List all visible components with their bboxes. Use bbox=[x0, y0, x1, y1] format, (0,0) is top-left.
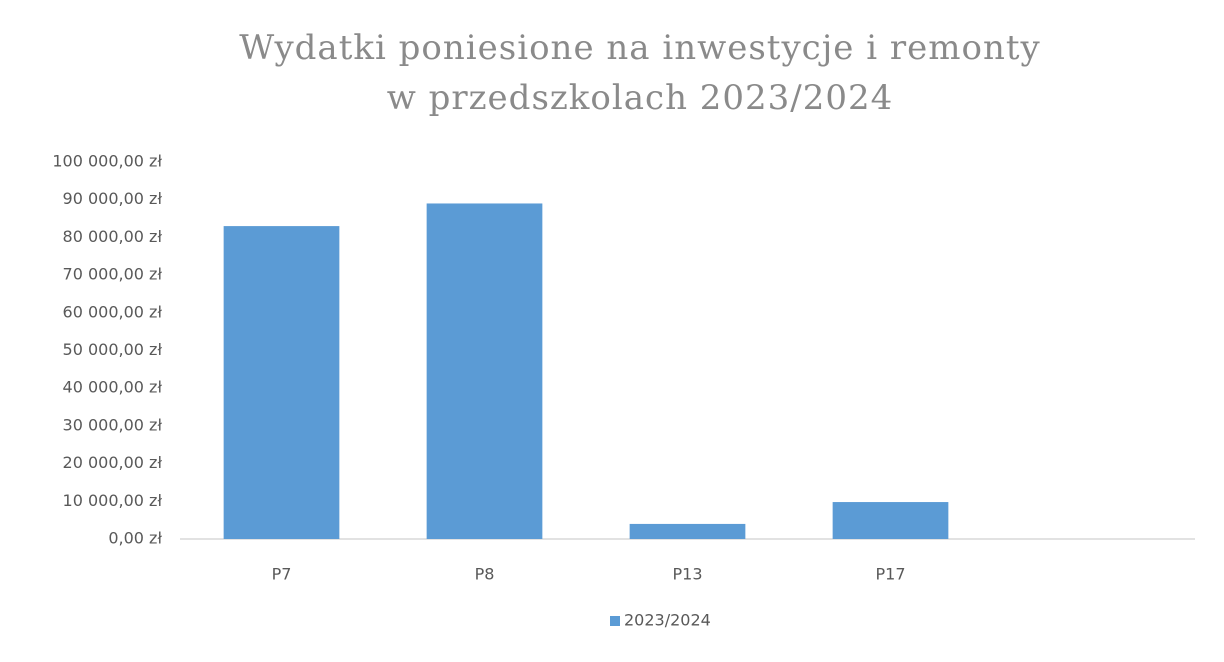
bar bbox=[832, 502, 949, 539]
bar bbox=[629, 523, 746, 539]
y-tick-label: 100 000,00 zł bbox=[52, 152, 162, 171]
x-tick-label: P8 bbox=[475, 565, 495, 584]
x-tick-label: P13 bbox=[672, 565, 702, 584]
chart-title: w przedszkolach 2023/2024 bbox=[387, 78, 894, 118]
y-tick-label: 20 000,00 zł bbox=[63, 453, 163, 472]
bar bbox=[223, 226, 340, 539]
y-tick-label: 70 000,00 zł bbox=[63, 265, 163, 284]
y-tick-label: 80 000,00 zł bbox=[63, 227, 163, 246]
x-tick-label: P17 bbox=[875, 565, 905, 584]
y-tick-label: 40 000,00 zł bbox=[63, 378, 163, 397]
y-tick-label: 90 000,00 zł bbox=[63, 189, 163, 208]
y-tick-label: 10 000,00 zł bbox=[63, 491, 163, 510]
y-tick-label: 50 000,00 zł bbox=[63, 340, 163, 359]
x-tick-label: P7 bbox=[272, 565, 292, 584]
chart-title: Wydatki poniesione na inwestycje i remon… bbox=[239, 28, 1040, 68]
legend-label: 2023/2024 bbox=[624, 611, 711, 630]
legend-swatch bbox=[610, 616, 620, 626]
y-tick-label: 60 000,00 zł bbox=[63, 302, 163, 321]
y-tick-label: 0,00 zł bbox=[108, 529, 162, 548]
y-tick-label: 30 000,00 zł bbox=[63, 415, 163, 434]
bar bbox=[426, 203, 543, 539]
